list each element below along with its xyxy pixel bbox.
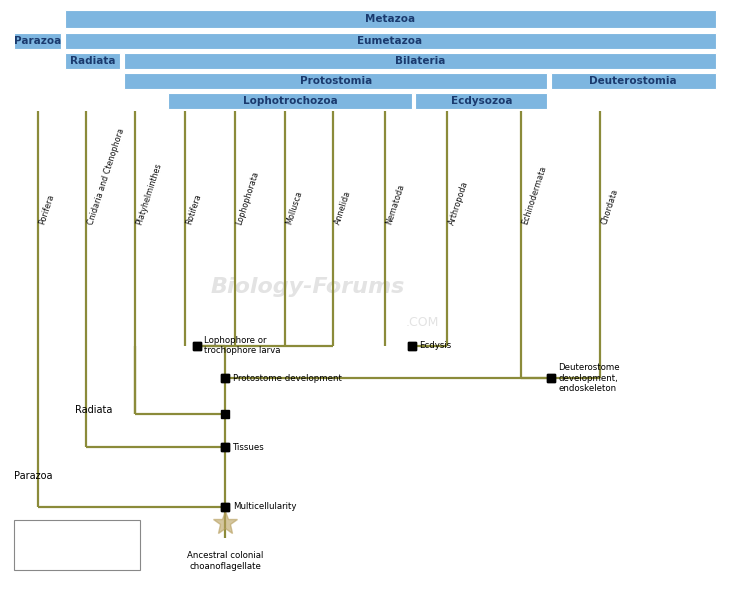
FancyBboxPatch shape: [64, 53, 120, 69]
Text: Protostome development: Protostome development: [233, 374, 342, 383]
Text: Chordata: Chordata: [599, 188, 620, 226]
Text: Platyhelminthes: Platyhelminthes: [134, 161, 164, 226]
Text: Deuterostome
development,
endoskeleton: Deuterostome development, endoskeleton: [558, 364, 620, 393]
Text: Multicellularity: Multicellularity: [233, 502, 296, 511]
Text: Ecdysis: Ecdysis: [419, 341, 451, 350]
Text: Metazoa: Metazoa: [365, 14, 415, 24]
FancyBboxPatch shape: [169, 94, 412, 109]
Text: Porifera: Porifera: [38, 193, 56, 226]
Text: Biology-Forums: Biology-Forums: [210, 277, 405, 296]
FancyBboxPatch shape: [15, 32, 61, 49]
Text: Lophophorata: Lophophorata: [235, 170, 261, 226]
Text: Lophotrochozoa: Lophotrochozoa: [242, 97, 337, 106]
FancyBboxPatch shape: [415, 94, 548, 109]
Text: Parazoa: Parazoa: [14, 36, 61, 46]
Text: Mollusca: Mollusca: [285, 190, 304, 226]
Text: Nematoda: Nematoda: [385, 183, 407, 226]
Text: Deuterostomia: Deuterostomia: [589, 76, 677, 86]
Text: Radiata: Radiata: [69, 56, 115, 66]
FancyBboxPatch shape: [64, 10, 715, 28]
Text: KEY: KEY: [23, 526, 42, 535]
Text: Lophophore or
trochophore larva: Lophophore or trochophore larva: [204, 336, 280, 355]
Text: Ecdysozoa: Ecdysozoa: [450, 97, 512, 106]
Text: Protostomia: Protostomia: [299, 76, 372, 86]
Bar: [15, 520, 139, 571]
Text: Parazoa: Parazoa: [15, 471, 53, 481]
Text: Tissues: Tissues: [233, 443, 264, 452]
Text: .COM: .COM: [406, 316, 439, 329]
Text: Ancestral colonial
choanoflagellate: Ancestral colonial choanoflagellate: [188, 551, 264, 571]
Text: Cnidaria and Ctenophora: Cnidaria and Ctenophora: [86, 127, 126, 226]
FancyBboxPatch shape: [124, 73, 548, 89]
Text: Bilateria: Bilateria: [394, 56, 445, 66]
Text: Arthropoda: Arthropoda: [447, 179, 470, 226]
FancyBboxPatch shape: [64, 32, 715, 49]
Text: Annelida: Annelida: [333, 190, 352, 226]
Text: Rotifera: Rotifera: [185, 193, 203, 226]
FancyBboxPatch shape: [551, 73, 715, 89]
Text: Eumetazoa: Eumetazoa: [358, 36, 423, 46]
Text: Critical innovations: Critical innovations: [42, 547, 124, 556]
FancyBboxPatch shape: [124, 53, 715, 69]
Text: Echinodermata: Echinodermata: [521, 164, 548, 226]
Text: Radiata: Radiata: [75, 404, 112, 415]
